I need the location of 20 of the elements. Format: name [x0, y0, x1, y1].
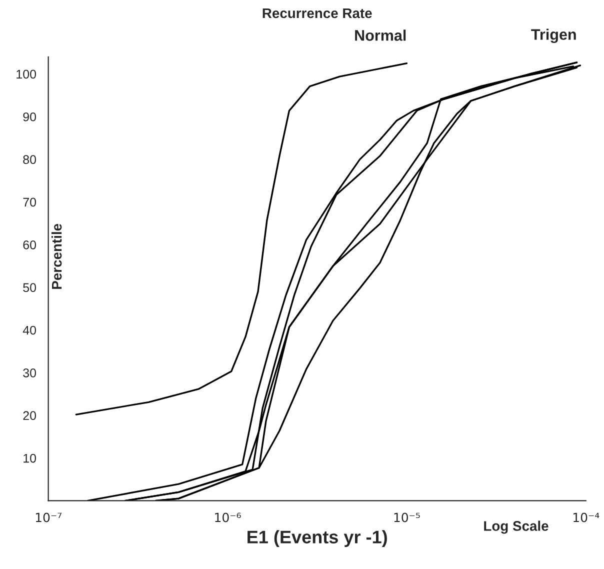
x-axis-title: E1 (Events yr -1) — [248, 530, 387, 548]
y-tick-label: 90 — [23, 112, 36, 122]
y-tick-label: 20 — [23, 411, 36, 420]
y-tick-label: 50 — [23, 283, 36, 292]
chart-title: Recurrence Rate — [262, 8, 372, 18]
text: Log Scale — [484, 520, 548, 534]
y-tick-label: 10 — [24, 454, 36, 463]
y-tick-label: 70 — [23, 198, 36, 207]
x-tick-label: 10⁻⁵ — [394, 512, 420, 522]
x-tick-label: 10⁻⁶ — [215, 512, 241, 522]
series-label: Trigen — [531, 28, 576, 44]
x-tick-label: 10⁻⁴ — [573, 512, 600, 522]
y-tick-label: 100 — [16, 70, 36, 79]
y-tick-label: 40 — [22, 326, 36, 335]
y-tick-label: 80 — [23, 155, 36, 164]
x-tick-label: 10⁻⁷ — [36, 512, 62, 522]
y-axis-title: Percentile — [52, 224, 62, 289]
series-label: Normal — [355, 30, 406, 41]
y-tick-label: 30 — [23, 368, 36, 378]
y-tick-label: 60 — [23, 240, 36, 250]
